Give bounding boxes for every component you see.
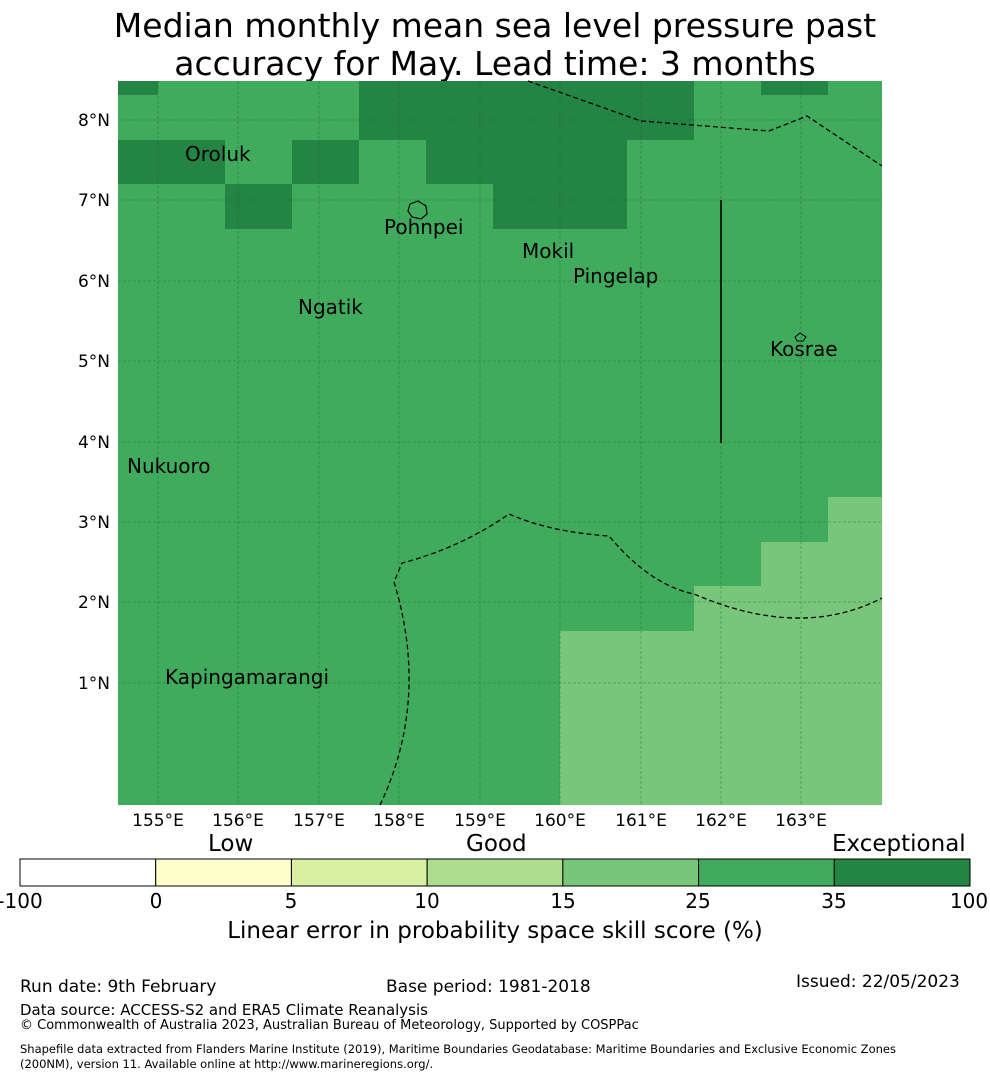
category-good: Good (466, 831, 527, 857)
lon-label: 162°E (695, 811, 747, 831)
colorbar-tick: 0 (149, 889, 163, 913)
category-low: Low (208, 831, 254, 857)
data-source: Data source: ACCESS-S2 and ERA5 Climate … (20, 1001, 428, 1019)
lat-label: 7°N (78, 191, 110, 211)
place-label: Mokil (522, 239, 574, 263)
lat-label: 8°N (78, 111, 110, 131)
pohnpei-island (407, 200, 428, 220)
colorbar-tick: 100 (949, 889, 989, 913)
lat-label: 5°N (78, 352, 110, 372)
lon-label: 157°E (293, 811, 345, 831)
colorbar (19, 858, 971, 887)
shapefile-credit-line-2: (200NM), version 11. Available online at… (20, 1057, 434, 1071)
lon-label: 161°E (615, 811, 667, 831)
colorbar-segment (19, 858, 157, 887)
lon-label: 156°E (212, 811, 264, 831)
lat-label: 2°N (78, 593, 110, 613)
colorbar-segment (426, 858, 564, 887)
eez-boundaries (379, 80, 883, 806)
kosrae-island (794, 332, 807, 342)
colorbar-tick: 25 (685, 889, 711, 913)
place-label: Oroluk (185, 142, 251, 166)
colorbar-tick: -100 (0, 889, 43, 913)
lon-label: 159°E (454, 811, 506, 831)
lat-label: 6°N (78, 272, 110, 292)
place-label: Kosrae (770, 337, 838, 361)
base-period: Base period: 1981-2018 (386, 977, 591, 997)
colorbar-segment (562, 858, 700, 887)
lon-label: 155°E (132, 811, 184, 831)
colorbar-segment (155, 858, 292, 887)
place-label: Nukuoro (127, 454, 211, 478)
place-label: Pingelap (573, 264, 658, 288)
lon-label: 160°E (534, 811, 586, 831)
colorbar-segment (698, 858, 835, 887)
lat-label: 3°N (78, 513, 110, 533)
category-exceptional: Exceptional (832, 831, 966, 857)
colorbar-segment (290, 858, 428, 887)
place-label: Kapingamarangi (165, 665, 329, 689)
skill-mid-cells (560, 497, 882, 805)
issued-date: Issued: 22/05/2023 (796, 972, 960, 992)
colorbar-label: Linear error in probability space skill … (227, 918, 763, 944)
colorbar-tick: 35 (821, 889, 847, 913)
lon-label: 158°E (373, 811, 425, 831)
shapefile-credit-line-1: Shapefile data extracted from Flanders M… (20, 1042, 896, 1056)
lon-label: 163°E (775, 811, 827, 831)
colorbar-tick: 10 (414, 889, 440, 913)
place-label: Ngatik (298, 295, 363, 319)
lat-label: 1°N (78, 674, 110, 694)
map-title-line-2: accuracy for May. Lead time: 3 months (174, 44, 816, 83)
colorbar-segment (833, 858, 971, 887)
copyright-notice: © Commonwealth of Australia 2023, Austra… (20, 1018, 639, 1033)
colorbar-tick: 15 (550, 889, 576, 913)
run-date: Run date: 9th February (20, 977, 217, 997)
map-title-line-1: Median monthly mean sea level pressure p… (113, 6, 877, 45)
lat-label: 4°N (78, 433, 110, 453)
place-label: Pohnpei (384, 215, 464, 239)
graticule (118, 81, 882, 805)
colorbar-tick: 5 (284, 889, 298, 913)
